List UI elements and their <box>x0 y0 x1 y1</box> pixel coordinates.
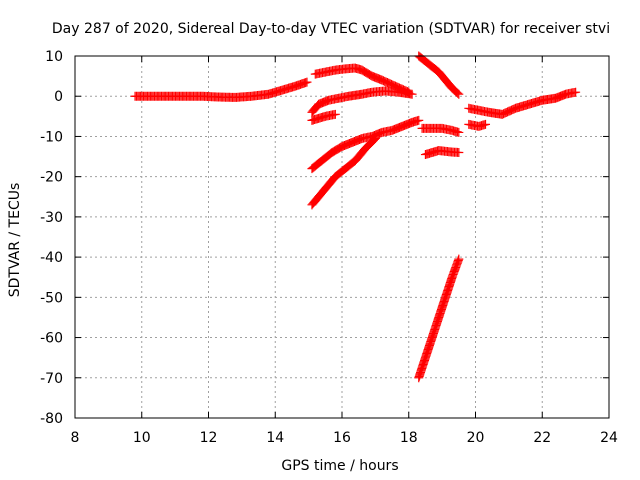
x-tick-label: 18 <box>400 430 418 446</box>
y-tick-label: 0 <box>54 89 63 105</box>
data-track <box>307 115 424 174</box>
x-tick-label: 8 <box>71 430 80 446</box>
y-tick-label: -30 <box>40 210 63 226</box>
data-point-marker <box>454 127 464 137</box>
data-point-marker <box>453 88 463 98</box>
x-tick-label: 22 <box>533 430 551 446</box>
data-track <box>130 77 312 102</box>
y-tick-label: -20 <box>40 170 63 186</box>
data-point-marker <box>481 119 491 129</box>
data-point-marker <box>369 134 379 144</box>
data-point-marker <box>330 109 340 119</box>
data-track <box>464 119 491 131</box>
data-point-marker <box>370 133 380 143</box>
data-point-marker <box>368 135 378 145</box>
data-track <box>420 146 464 160</box>
data-point-marker <box>452 87 462 97</box>
data-track <box>464 87 581 119</box>
data-track <box>307 133 380 210</box>
x-axis-ticks: 8 10 12 14 16 18 20 22 24 <box>71 56 618 446</box>
grid-lines <box>75 56 609 418</box>
data-track <box>307 86 417 117</box>
y-tick-label: -10 <box>40 129 63 145</box>
data-point-marker <box>407 89 417 99</box>
y-tick-label: -60 <box>40 331 63 347</box>
data-track <box>414 254 464 383</box>
y-tick-label: 10 <box>45 49 63 65</box>
x-tick-label: 16 <box>333 430 351 446</box>
x-tick-label: 20 <box>467 430 485 446</box>
chart-title: Day 287 of 2020, Sidereal Day-to-day VTE… <box>52 21 610 37</box>
data-point-marker <box>302 77 312 87</box>
x-tick-label: 10 <box>133 430 151 446</box>
y-tick-label: -50 <box>40 290 63 306</box>
x-tick-label: 24 <box>600 430 618 446</box>
data-markers <box>130 51 581 383</box>
data-track <box>414 51 464 99</box>
data-track <box>417 123 464 137</box>
data-point-marker <box>414 115 424 125</box>
x-axis-label: GPS time / hours <box>281 458 398 474</box>
data-point-marker <box>454 89 464 99</box>
y-tick-label: -80 <box>40 411 63 427</box>
data-point-marker <box>571 87 581 97</box>
y-tick-label: -70 <box>40 371 63 387</box>
x-tick-label: 14 <box>266 430 284 446</box>
y-tick-label: -40 <box>40 250 63 266</box>
y-axis-label: SDTVAR / TECUs <box>7 183 23 298</box>
data-track <box>307 109 340 125</box>
y-axis-ticks: -80 -70 -60 -50 -40 -30 -20 -10 0 10 <box>40 49 609 427</box>
x-tick-label: 12 <box>200 430 218 446</box>
data-track <box>310 63 414 97</box>
data-point-marker <box>454 254 464 264</box>
data-point-marker <box>454 148 464 158</box>
